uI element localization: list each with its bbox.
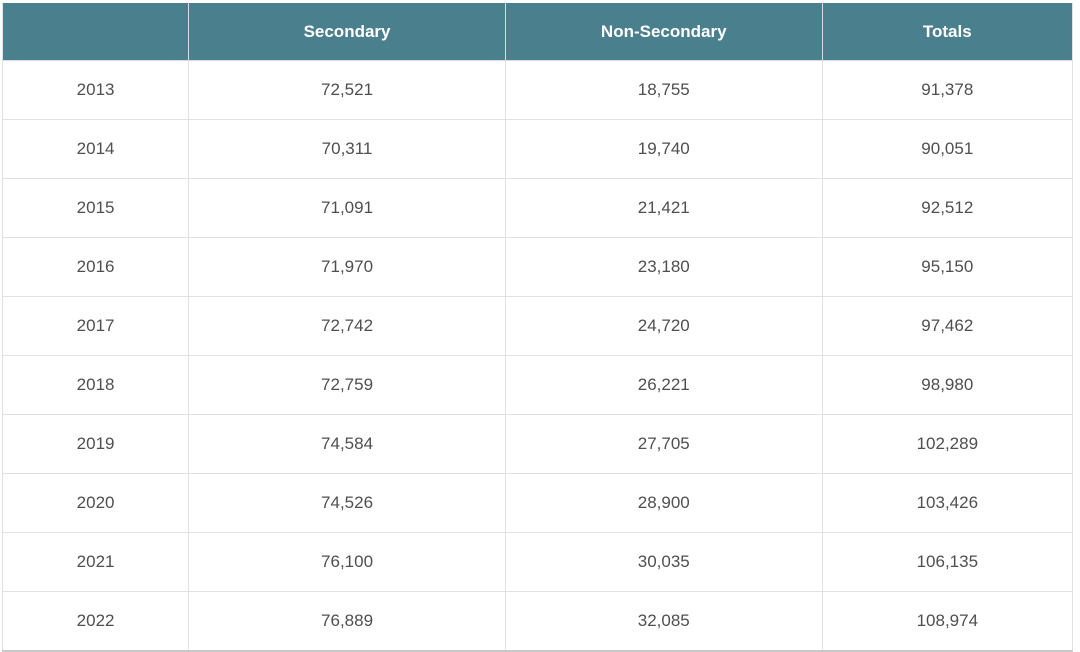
- non-secondary-cell: 28,900: [505, 473, 823, 533]
- table-row: 2013 72,521 18,755 91,378: [2, 60, 1073, 120]
- table-row: 2014 70,311 19,740 90,051: [2, 119, 1073, 179]
- secondary-cell: 74,526: [188, 473, 506, 533]
- column-header-totals: Totals: [822, 3, 1073, 61]
- table-row: 2016 71,970 23,180 95,150: [2, 237, 1073, 297]
- non-secondary-cell: 32,085: [505, 591, 823, 651]
- totals-cell: 91,378: [822, 60, 1073, 120]
- secondary-cell: 76,100: [188, 532, 506, 592]
- non-secondary-cell: 23,180: [505, 237, 823, 297]
- column-header-secondary: Secondary: [188, 3, 506, 61]
- non-secondary-cell: 21,421: [505, 178, 823, 238]
- non-secondary-cell: 30,035: [505, 532, 823, 592]
- non-secondary-cell: 26,221: [505, 355, 823, 415]
- non-secondary-cell: 27,705: [505, 414, 823, 474]
- column-header-year: [2, 3, 190, 61]
- year-cell: 2017: [2, 296, 190, 356]
- year-cell: 2015: [2, 178, 190, 238]
- table-row: 2021 76,100 30,035 106,135: [2, 532, 1073, 592]
- table-row: 2018 72,759 26,221 98,980: [2, 355, 1073, 415]
- column-header-non-secondary: Non-Secondary: [505, 3, 823, 61]
- secondary-cell: 74,584: [188, 414, 506, 474]
- totals-cell: 92,512: [822, 178, 1073, 238]
- secondary-cell: 71,091: [188, 178, 506, 238]
- totals-cell: 90,051: [822, 119, 1073, 179]
- year-cell: 2016: [2, 237, 190, 297]
- totals-cell: 102,289: [822, 414, 1073, 474]
- totals-cell: 95,150: [822, 237, 1073, 297]
- table-row: 2020 74,526 28,900 103,426: [2, 473, 1073, 533]
- secondary-cell: 71,970: [188, 237, 506, 297]
- yearly-enrollment-table: Secondary Non-Secondary Totals 2013 72,5…: [2, 3, 1073, 652]
- non-secondary-cell: 19,740: [505, 119, 823, 179]
- year-cell: 2021: [2, 532, 190, 592]
- header-row: Secondary Non-Secondary Totals: [2, 3, 1073, 61]
- secondary-cell: 76,889: [188, 591, 506, 651]
- table-row: 2019 74,584 27,705 102,289: [2, 414, 1073, 474]
- totals-cell: 103,426: [822, 473, 1073, 533]
- non-secondary-cell: 18,755: [505, 60, 823, 120]
- non-secondary-cell: 24,720: [505, 296, 823, 356]
- year-cell: 2018: [2, 355, 190, 415]
- year-cell: 2019: [2, 414, 190, 474]
- table-row: 2015 71,091 21,421 92,512: [2, 178, 1073, 238]
- year-cell: 2014: [2, 119, 190, 179]
- table-body: 2013 72,521 18,755 91,378 2014 70,311 19…: [2, 60, 1073, 651]
- year-cell: 2013: [2, 60, 190, 120]
- secondary-cell: 72,521: [188, 60, 506, 120]
- table-row: 2017 72,742 24,720 97,462: [2, 296, 1073, 356]
- year-cell: 2022: [2, 591, 190, 651]
- year-cell: 2020: [2, 473, 190, 533]
- totals-cell: 98,980: [822, 355, 1073, 415]
- table-row: 2022 76,889 32,085 108,974: [2, 591, 1073, 651]
- table-header: Secondary Non-Secondary Totals: [2, 3, 1073, 61]
- totals-cell: 106,135: [822, 532, 1073, 592]
- yearly-enrollment-table-container: Secondary Non-Secondary Totals 2013 72,5…: [2, 3, 1073, 652]
- totals-cell: 108,974: [822, 591, 1073, 651]
- secondary-cell: 72,742: [188, 296, 506, 356]
- totals-cell: 97,462: [822, 296, 1073, 356]
- secondary-cell: 70,311: [188, 119, 506, 179]
- secondary-cell: 72,759: [188, 355, 506, 415]
